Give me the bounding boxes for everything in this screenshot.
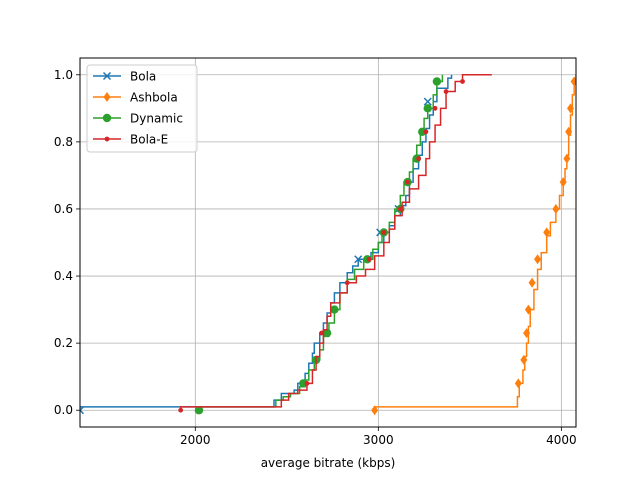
legend-swatch-marker <box>102 71 112 81</box>
legend-label: Bola-E <box>130 133 168 147</box>
data-point-bola-e <box>178 407 184 413</box>
data-point-bola-e <box>405 179 411 185</box>
x-tick-label: 4000 <box>546 433 577 447</box>
y-tick-label: 1.0 <box>54 68 73 82</box>
data-point-bola-e <box>381 230 387 235</box>
data-point-bola <box>80 406 85 415</box>
legend-swatch-marker <box>103 92 111 102</box>
series-line-bola <box>80 74 453 408</box>
y-tick-label: 0.2 <box>54 336 73 350</box>
data-point-ashbola <box>523 328 531 339</box>
data-point-ashbola <box>528 277 536 288</box>
data-point-bola-e <box>397 206 403 212</box>
legend-label: Bola <box>130 70 156 84</box>
data-point-dynamic <box>194 406 204 415</box>
data-point-ashbola <box>567 103 575 114</box>
data-point-ashbola <box>565 126 573 137</box>
data-point-ashbola <box>534 254 542 265</box>
data-point-bola <box>423 97 432 106</box>
y-tick-label: 0.8 <box>54 135 73 149</box>
data-point-bola-e <box>423 129 429 135</box>
legend: Bola Ashbola Dynamic Bola-E <box>86 64 198 153</box>
data-point-dynamic <box>418 127 427 136</box>
series-line-bola-e <box>179 74 492 411</box>
data-point-bola-e <box>366 256 372 262</box>
series-line-dynamic <box>198 74 444 411</box>
y-tick-label: 0.0 <box>54 403 73 417</box>
x-tick-label: 2000 <box>180 433 211 447</box>
data-point-bola-e <box>416 156 421 162</box>
data-point-dynamic <box>423 104 432 113</box>
data-point-dynamic <box>330 305 339 314</box>
y-tick-label: 0.6 <box>54 202 73 216</box>
x-tick-label: 3000 <box>363 433 394 447</box>
data-point-ashbola <box>570 76 576 87</box>
grid-lines <box>80 58 576 427</box>
data-point-ashbola <box>524 304 532 315</box>
data-point-bola-e <box>460 79 465 84</box>
data-point-bola <box>354 255 363 264</box>
data-point-ashbola <box>514 378 522 389</box>
legend-label: Ashbola <box>130 91 178 105</box>
plot-area <box>80 74 576 416</box>
data-point-dynamic <box>299 379 308 388</box>
data-point-dynamic <box>432 77 442 86</box>
data-point-ashbola <box>552 203 560 214</box>
legend-entry-bola-e: Bola-E <box>93 133 168 147</box>
legend-label: Dynamic <box>130 112 183 126</box>
data-point-dynamic <box>322 328 332 338</box>
data-point-bola-e <box>304 380 310 386</box>
legend-swatch-marker <box>102 113 112 123</box>
x-axis-label: average bitrate (kbps) <box>261 456 396 470</box>
data-point-ashbola <box>563 153 571 164</box>
y-axis-ticks: 0.0 0.2 0.4 0.6 0.8 1.0 <box>54 68 80 417</box>
legend-swatch-marker <box>104 136 110 142</box>
legend-box <box>86 64 198 153</box>
data-point-ashbola <box>520 354 528 365</box>
data-point-bola-e <box>344 280 350 286</box>
axes-frame <box>79 57 577 428</box>
y-tick-label: 0.4 <box>54 269 73 283</box>
x-axis-ticks: 2000 3000 4000 <box>180 427 577 447</box>
data-point-bola-e <box>432 105 438 111</box>
series-line-ashbola <box>373 74 576 411</box>
data-point-ashbola <box>559 177 567 188</box>
legend-entry-dynamic: Dynamic <box>93 112 183 126</box>
legend-entry-bola: Bola <box>93 70 156 84</box>
legend-entry-ashbola: Ashbola <box>93 91 178 105</box>
data-point-ashbola <box>543 227 551 238</box>
data-point-ashbola <box>371 405 379 416</box>
data-point-bola-e <box>319 330 324 336</box>
data-point-bola-e <box>443 89 449 94</box>
